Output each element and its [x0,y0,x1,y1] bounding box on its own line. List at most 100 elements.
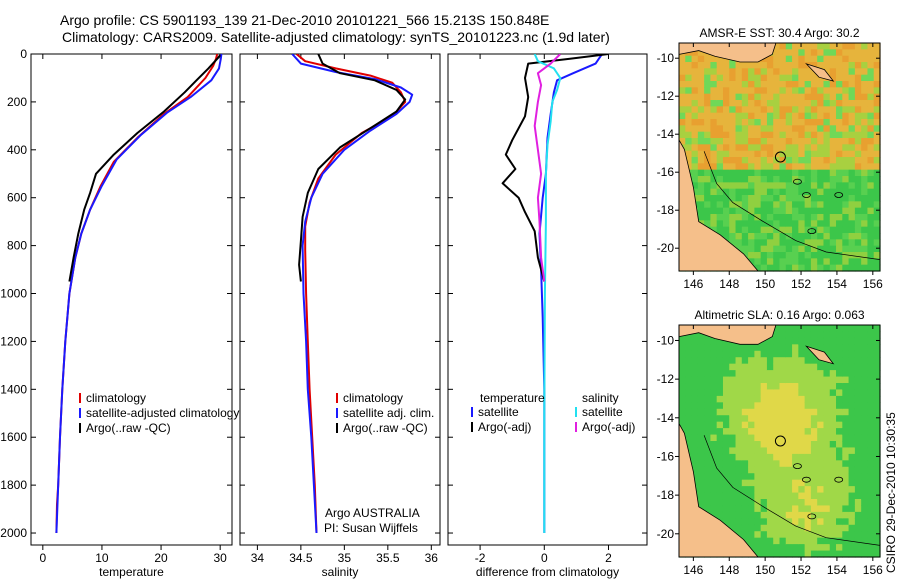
sla-map-cell [779,466,787,474]
sla-map-cell [861,486,869,494]
sla-map-cell [766,492,774,500]
sst-map-cell [697,68,705,76]
sla-map-cell [798,402,806,410]
sst-map-cell [861,144,869,152]
sla-map-cell [836,447,843,455]
sla-map-cell [773,511,781,519]
sst-map-cell [766,138,774,145]
sst-map-cell [735,220,743,228]
sst-map-cell [823,100,831,107]
sst-map: 146 148 150 152 154 156-10-12-14-16-18-20AMSR… [657,26,883,291]
sst-map-cell [804,138,812,145]
sla-map-cell [741,492,749,500]
sla-map-cell [823,344,831,352]
sst-map-cell [754,188,762,196]
sla-map-cell [810,337,818,345]
sst-map-cell [766,112,774,120]
sla-map-cell [861,350,869,358]
sst-map-cell [861,226,869,234]
sst-map-cell [810,49,818,57]
sla-map-cell [748,447,755,455]
sla-map-cell [710,363,718,371]
sst-map-cell [861,195,869,202]
sst-map-cell [691,49,699,57]
sla-map-cell [823,428,831,436]
sst-map-cell [873,43,881,50]
sla-map-cell [722,363,730,371]
sla-map-cell [710,441,718,449]
temperature-series-group [55,54,223,534]
sst-map-cell [691,163,699,171]
sst-map-cell [766,68,774,76]
sst-map-cell [873,119,881,126]
sla-map-cell [773,376,781,384]
sst-map-cell [773,81,781,88]
sla-map-cell [716,492,724,500]
sla-map-cell [817,511,825,519]
sla-map-cell [842,428,850,436]
sla-map-cell [766,344,774,352]
sla-map-cell [691,350,699,358]
sla-map-cell [823,337,831,345]
sla-map-cell [792,415,799,423]
sla-map-cell [735,370,743,378]
sst-map-cell [861,252,869,259]
sla-map-cell [810,453,818,461]
sst-map-cell [729,112,737,120]
sla-map-cell [722,408,730,416]
sla-map-cell [722,453,730,461]
sst-map-cell [773,62,781,69]
sla-map-cell [760,344,768,352]
sst-map-cell [861,81,869,88]
sla-map-cell [792,479,799,487]
sla-map-cell [748,492,755,500]
sst-map-cell [785,226,793,234]
sla-map-cell [823,460,831,468]
sst-map-cell [823,233,831,240]
sla-map-cell [810,415,818,423]
sst-map-cell [766,55,774,63]
sla-map-cell [861,434,869,442]
sst-map-cell [798,112,806,120]
sla-map-cell [861,344,869,352]
sst-map-cell [798,150,806,158]
sst-map-cell [735,226,743,234]
sst-map-cell [773,220,781,228]
sst-map-cell [729,226,737,234]
sla-map-cell [867,531,875,539]
sla-map-cell [823,447,831,455]
sla-map-cell [735,434,743,442]
sst-map-cell [854,131,862,139]
sst-map-cell [685,106,693,114]
sst-map-cell [817,252,825,259]
sst-map-cell [836,195,843,202]
sla-map-cell [867,492,875,500]
sst-map-cell [760,214,768,221]
sla-map-cell [848,331,856,339]
sla-map-cell [766,550,774,558]
sst-map-cell [760,182,768,190]
sst-map-cell [685,138,693,145]
sst-map-cell [779,182,787,190]
sla-map-cell [685,383,693,391]
sla-map-cell [817,421,825,429]
sst-map-cell [823,188,831,196]
sst-map-cell [685,100,693,107]
sst-map-cell [773,188,781,196]
sla-map-cell [785,486,793,494]
sst-map-cell [741,131,749,139]
sla-map-cell [760,544,768,552]
sla-map-cell [685,357,693,365]
sst-map-cell [760,138,768,145]
sla-map-cell [760,473,768,481]
sla-map-cell [817,415,825,423]
sst-map-cell [773,201,781,209]
sla-map-cell [729,408,737,416]
sla-map-cell [773,408,781,416]
sla-map-cell [697,486,705,494]
sla-map-cell [779,441,787,449]
sst-map-xtick-label: 148 [719,277,739,291]
sla-map-cell [804,492,812,500]
sla-map-cell [760,434,768,442]
sst-map-cell [773,131,781,139]
